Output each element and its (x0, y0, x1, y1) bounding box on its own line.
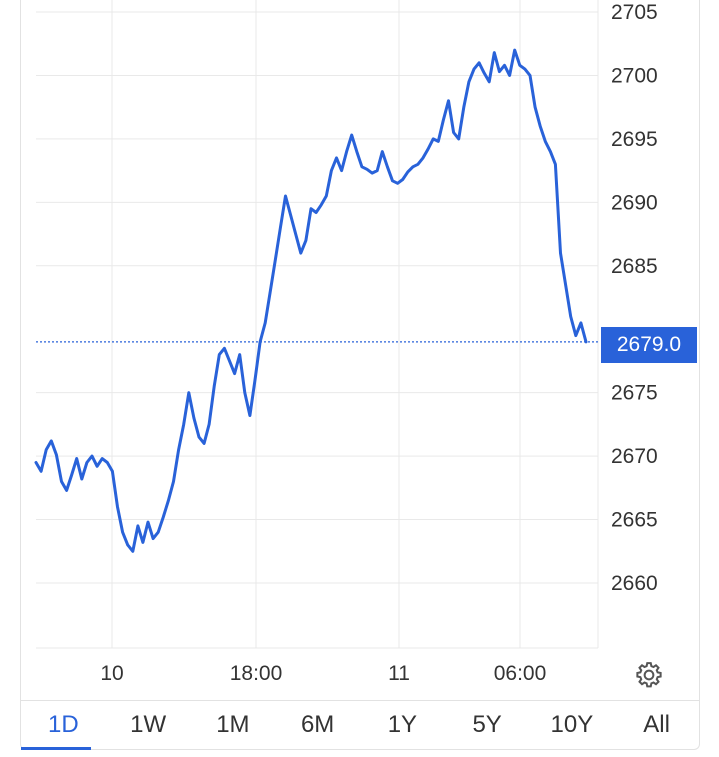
tab-all[interactable]: All (643, 711, 670, 738)
y-tick-label: 2665 (611, 509, 658, 532)
x-tick-label: 10 (100, 662, 123, 685)
price-series-line (34, 48, 588, 553)
y-tick-label: 2690 (611, 191, 658, 214)
x-tick-label: 06:00 (494, 662, 547, 685)
tab-5y[interactable]: 5Y (472, 711, 502, 738)
y-tick-label: 2675 (611, 382, 658, 405)
y-tick-label: 2670 (611, 445, 658, 468)
x-tick-label: 11 (388, 662, 410, 685)
tab-1w[interactable]: 1W (130, 711, 167, 738)
y-tick-label: 2705 (611, 1, 658, 24)
y-tick-label: 2695 (611, 128, 658, 151)
y-tick-label: 2660 (611, 572, 658, 595)
tab-10y[interactable]: 10Y (550, 711, 594, 738)
x-tick-label: 18:00 (230, 662, 283, 685)
current-price-label: 2679.0 (601, 327, 697, 363)
range-tabs: 1D 1W 1M 6M 1Y 5Y 10Y All (21, 700, 699, 750)
gear-icon[interactable] (634, 660, 664, 690)
tab-1m[interactable]: 1M (216, 711, 250, 738)
chart-frame (20, 0, 700, 750)
y-tick-label: 2700 (611, 64, 658, 87)
y-tick-label: 2685 (611, 255, 658, 278)
tab-1d[interactable]: 1D (21, 701, 106, 750)
tab-6m[interactable]: 6M (300, 711, 335, 738)
tab-1y[interactable]: 1Y (387, 711, 418, 738)
